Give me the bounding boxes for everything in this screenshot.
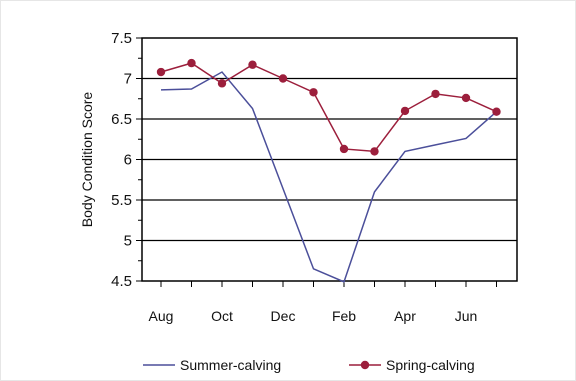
x-tick-label: Aug xyxy=(149,308,174,324)
data-point xyxy=(492,107,501,116)
y-tick-label: 6 xyxy=(124,152,132,169)
y-axis-title: Body Condition Score xyxy=(79,92,95,228)
data-point xyxy=(400,106,410,116)
x-tick-label: Jun xyxy=(455,308,478,324)
series-group xyxy=(156,58,501,283)
data-point xyxy=(217,79,227,88)
data-point xyxy=(156,67,166,77)
y-tick-label: 6.5 xyxy=(111,111,132,128)
data-point xyxy=(370,147,379,156)
data-point xyxy=(431,89,440,99)
data-point xyxy=(309,88,318,97)
legend-label: Spring-calving xyxy=(386,357,475,373)
x-tick-label: Oct xyxy=(211,308,233,324)
x-tick-label: Feb xyxy=(332,308,356,324)
data-point xyxy=(187,58,196,68)
y-tick-label: 7 xyxy=(124,71,132,88)
y-tick-label: 7.5 xyxy=(111,30,132,47)
legend: Summer-calving Spring-calving xyxy=(143,357,475,373)
y-tick-label: 4.5 xyxy=(111,273,132,290)
gridlines xyxy=(142,77,517,242)
x-axis: Aug Oct Dec Feb Apr Jun xyxy=(149,281,497,324)
legend-marker xyxy=(360,360,370,370)
data-point xyxy=(461,93,471,103)
data-point xyxy=(339,144,349,154)
series-line xyxy=(160,71,497,283)
data-point xyxy=(278,74,288,83)
series-line xyxy=(160,62,497,153)
y-axis: 4.5 5 5.5 6 6.5 7 7.5 xyxy=(111,30,142,290)
x-tick-label: Apr xyxy=(394,308,416,324)
y-tick-label: 5 xyxy=(124,233,132,250)
x-tick-label: Dec xyxy=(271,308,296,324)
data-point xyxy=(248,60,257,69)
y-tick-label: 5.5 xyxy=(111,192,132,209)
legend-label: Summer-calving xyxy=(180,357,281,373)
